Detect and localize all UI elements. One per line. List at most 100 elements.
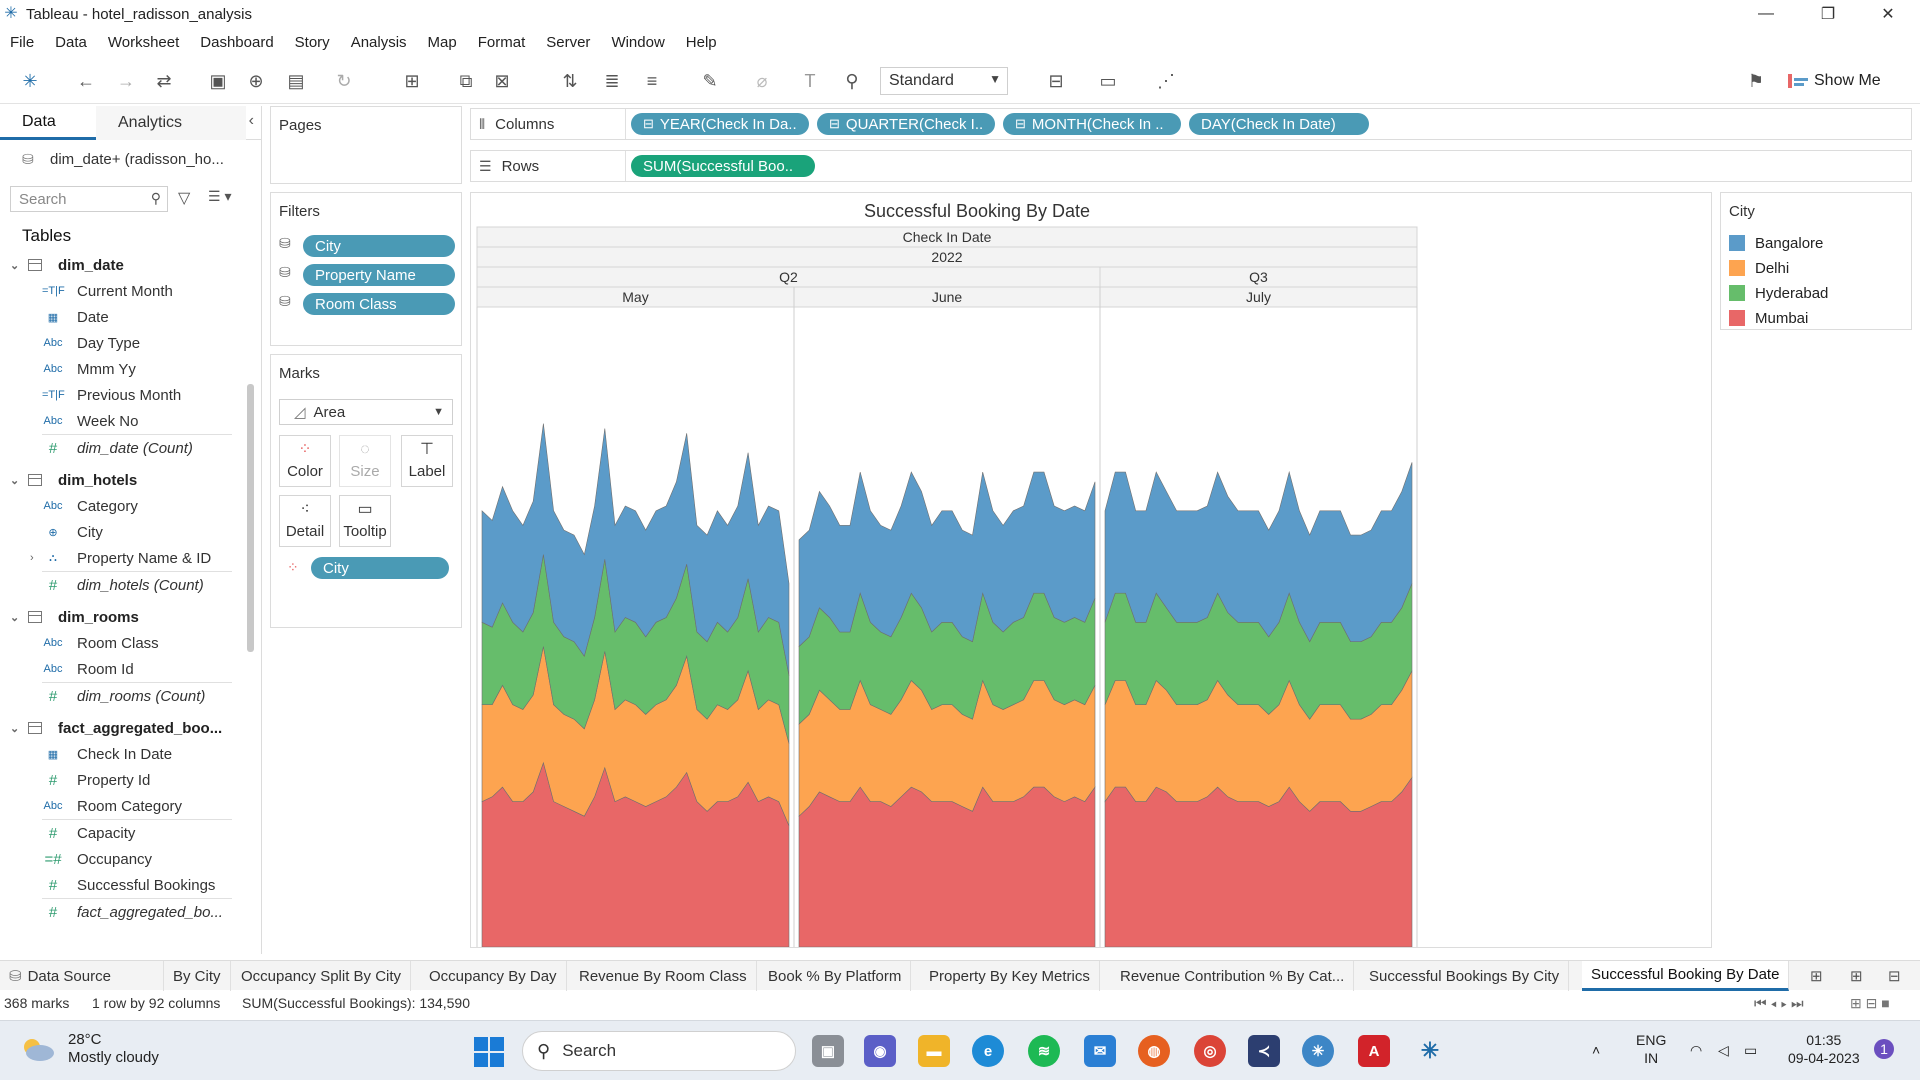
field-item[interactable]: =# Occupancy bbox=[0, 846, 236, 872]
minimize-icon[interactable]: — bbox=[1758, 5, 1774, 22]
field-item[interactable]: Abc Room Id bbox=[0, 656, 236, 682]
field-item[interactable]: # fact_aggregated_bo... bbox=[0, 899, 236, 925]
refresh-icon[interactable]: ↻ bbox=[336, 70, 352, 91]
acrobat-icon[interactable]: A bbox=[1358, 1035, 1390, 1067]
chevron-down-icon[interactable]: ⌄ bbox=[10, 259, 20, 272]
redo-icon[interactable]: → bbox=[117, 70, 135, 91]
chevron-down-icon[interactable]: ⌄ bbox=[10, 611, 20, 624]
highlight-icon[interactable]: ✎ bbox=[702, 70, 718, 91]
menu-server[interactable]: Server bbox=[546, 33, 591, 51]
tab-by-city[interactable]: By City bbox=[164, 961, 231, 991]
field-item[interactable]: ▦ Check In Date bbox=[0, 741, 236, 767]
fit-select[interactable]: Standard ▼ bbox=[880, 67, 1008, 95]
task-view-icon[interactable]: ▣ bbox=[812, 1035, 844, 1067]
tooltip-button[interactable]: ▭ Tooltip bbox=[339, 495, 391, 547]
filters-shelf[interactable]: Filters ⛁ City ⛁ Property Name ⛁ Room Cl… bbox=[270, 192, 462, 346]
field-item[interactable]: =T|F Previous Month bbox=[0, 382, 236, 408]
filter-icon[interactable]: ▽ bbox=[178, 190, 191, 207]
tableau-public-icon[interactable]: ✳ bbox=[1302, 1035, 1334, 1067]
layout-options-icon[interactable]: ⊞ ⊟ ■ bbox=[1850, 995, 1890, 1011]
filter-pill-city[interactable]: City bbox=[303, 235, 455, 257]
volume-icon[interactable]: ◁ bbox=[1718, 1042, 1729, 1058]
scrollbar[interactable] bbox=[247, 384, 254, 652]
filter-pill-property-name[interactable]: Property Name bbox=[303, 264, 455, 286]
tableau-home-icon[interactable]: ✳ bbox=[22, 70, 38, 91]
new-sheet-icon[interactable]: ⊞ bbox=[404, 70, 420, 91]
show-cards-icon[interactable]: ⊟ bbox=[1048, 70, 1064, 91]
close-icon[interactable]: ✕ bbox=[1881, 6, 1895, 23]
firefox-icon[interactable]: ◍ bbox=[1138, 1035, 1170, 1067]
menu-analysis[interactable]: Analysis bbox=[350, 33, 407, 51]
wifi-icon[interactable]: ◠ bbox=[1690, 1042, 1703, 1058]
swap-icon[interactable]: ⇅ bbox=[562, 70, 578, 91]
tab-revenue-by-room-class[interactable]: Revenue By Room Class bbox=[570, 961, 757, 991]
column-pill-month[interactable]: ⊟ MONTH(Check In .. bbox=[1003, 113, 1181, 135]
columns-shelf[interactable]: ⦀ Columns ⊟ YEAR(Check In Da.. ⊟ QUARTER(Ch… bbox=[470, 108, 1912, 140]
language-indicator[interactable]: ENG IN bbox=[1636, 1031, 1666, 1067]
show-me-button[interactable]: Show Me bbox=[1788, 68, 1881, 94]
field-item[interactable]: › ⛬ Property Name & ID bbox=[0, 545, 236, 571]
vscode-icon[interactable]: ≺ bbox=[1248, 1035, 1280, 1067]
save-icon[interactable]: ▣ bbox=[209, 70, 227, 91]
search-input[interactable]: Search ⚲ bbox=[10, 186, 168, 212]
pages-shelf[interactable]: Pages bbox=[270, 106, 462, 184]
chrome-icon[interactable]: ◎ bbox=[1194, 1035, 1226, 1067]
chevron-down-icon[interactable]: ⌄ bbox=[10, 722, 20, 735]
legend-item-mumbai[interactable]: Mumbai bbox=[1729, 308, 1808, 328]
menu-window[interactable]: Window bbox=[611, 33, 665, 51]
column-pill-quarter[interactable]: ⊟ QUARTER(Check I.. bbox=[817, 113, 995, 135]
menu-format[interactable]: Format bbox=[477, 33, 526, 51]
notification-badge[interactable]: 1 bbox=[1874, 1039, 1894, 1059]
column-pill-year[interactable]: ⊟ YEAR(Check In Da.. bbox=[631, 113, 809, 135]
duplicate-sheet-icon[interactable]: ⧉ bbox=[459, 70, 473, 91]
field-item[interactable]: =T|F Current Month bbox=[0, 278, 236, 304]
menu-worksheet[interactable]: Worksheet bbox=[107, 33, 180, 51]
tab-analytics[interactable]: Analytics bbox=[96, 106, 246, 140]
battery-icon[interactable]: ▭ bbox=[1744, 1042, 1758, 1058]
fix-axes-icon[interactable]: ⚲ bbox=[845, 70, 859, 91]
new-data-source-icon[interactable]: ⊕ bbox=[248, 70, 264, 91]
field-item[interactable]: # dim_hotels (Count) bbox=[0, 572, 236, 598]
clear-sheet-icon[interactable]: ⊠ bbox=[494, 70, 510, 91]
weather-widget[interactable]: 28°C Mostly cloudy bbox=[20, 1031, 159, 1067]
new-dashboard-icon[interactable]: ⊞ bbox=[1850, 968, 1863, 985]
menu-data[interactable]: Data bbox=[55, 33, 87, 51]
table-dim-hotels[interactable]: ⌄ dim_hotels bbox=[0, 467, 236, 493]
table-dim-date[interactable]: ⌄ dim_date bbox=[0, 252, 236, 278]
tab-successful-bookings-by-city[interactable]: Successful Bookings By City bbox=[1360, 961, 1570, 991]
table-dim-rooms[interactable]: ⌄ dim_rooms bbox=[0, 604, 236, 630]
collapse-pane-icon[interactable]: ‹ bbox=[248, 112, 254, 129]
field-item[interactable]: Abc Room Category bbox=[0, 793, 236, 819]
clock[interactable]: 01:35 09-04-2023 bbox=[1788, 1031, 1860, 1067]
show-labels-icon[interactable]: T bbox=[804, 70, 816, 91]
rows-shelf[interactable]: ☰ Rows SUM(Successful Boo.. bbox=[470, 150, 1912, 182]
color-button[interactable]: ⁘ Color bbox=[279, 435, 331, 487]
new-story-icon[interactable]: ⊟ bbox=[1888, 968, 1901, 985]
filter-pill-room-class[interactable]: Room Class bbox=[303, 293, 455, 315]
new-worksheet-icon[interactable]: ⊞ bbox=[1810, 968, 1823, 985]
menu-help[interactable]: Help bbox=[685, 33, 717, 51]
menu-dashboard[interactable]: Dashboard bbox=[200, 33, 274, 51]
tableau-taskbar-icon[interactable]: ✳ bbox=[1414, 1035, 1446, 1067]
menu-map[interactable]: Map bbox=[427, 33, 457, 51]
legend-item-hyderabad[interactable]: Hyderabad bbox=[1729, 283, 1828, 303]
paint-icon[interactable]: ⚑ bbox=[1747, 70, 1765, 91]
pause-updates-icon[interactable]: ▤ bbox=[287, 70, 305, 91]
marks-pill-city[interactable]: City bbox=[311, 557, 449, 579]
field-item[interactable]: # Property Id bbox=[0, 767, 236, 793]
row-pill-sum-bookings[interactable]: SUM(Successful Boo.. bbox=[631, 155, 815, 177]
mail-icon[interactable]: ✉ bbox=[1084, 1035, 1116, 1067]
field-item[interactable]: Abc Category bbox=[0, 493, 236, 519]
label-button[interactable]: ⊤ Label bbox=[401, 435, 453, 487]
field-item[interactable]: ⊕ City bbox=[0, 519, 236, 545]
chevron-right-icon[interactable]: › bbox=[30, 552, 34, 564]
restore-icon[interactable]: ❐ bbox=[1820, 6, 1836, 23]
spotify-icon[interactable]: ≋ bbox=[1028, 1035, 1060, 1067]
field-item[interactable]: # dim_rooms (Count) bbox=[0, 683, 236, 709]
field-item[interactable]: # Successful Bookings bbox=[0, 872, 236, 898]
field-item[interactable]: # dim_date (Count) bbox=[0, 435, 236, 461]
tab-book-pct-by-platform[interactable]: Book % By Platform bbox=[759, 961, 912, 991]
taskbar-search[interactable]: ⚲ Search bbox=[522, 1031, 796, 1071]
tab-occupancy-by-day[interactable]: Occupancy By Day bbox=[420, 961, 567, 991]
tab-property-by-key-metrics[interactable]: Property By Key Metrics bbox=[920, 961, 1100, 991]
